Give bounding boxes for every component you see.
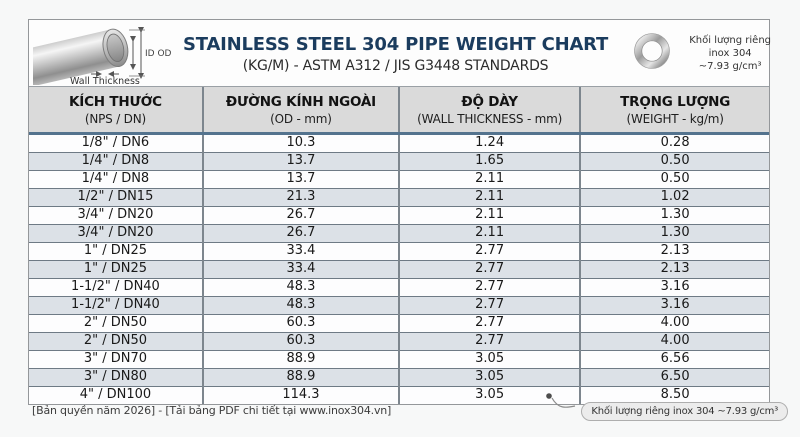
pipe-weight-table: KÍCH THƯỚC (NPS / DN) ĐƯỜNG KÍNH NGOÀI (…: [29, 87, 769, 404]
table-row: 1/2" / DN15 21.3 2.11 1.02: [29, 188, 769, 207]
thickness-cell: 2.11: [397, 188, 581, 207]
thickness-cell: 2.77: [397, 260, 581, 279]
weight-cell: 1.30: [579, 224, 769, 243]
table-row: 1/8" / DN6 10.3 1.24 0.28: [29, 133, 769, 153]
size-cell: 3" / DN70: [29, 350, 203, 369]
size-cell: 3/4" / DN20: [29, 224, 203, 243]
thickness-cell: 2.11: [397, 170, 581, 189]
id-od-label: ID OD: [145, 49, 172, 59]
thickness-cell: 2.77: [397, 314, 581, 333]
thickness-cell: 3.05: [397, 368, 581, 387]
table-row: 2" / DN50 60.3 2.77 4.00: [29, 332, 769, 351]
size-cell: 1/4" / DN8: [29, 170, 203, 189]
page-subtitle: (KG/M) - ASTM A312 / JIS G3448 STANDARDS: [242, 58, 549, 74]
table-row: 1-1/2" / DN40 48.3 2.77 3.16: [29, 296, 769, 315]
weight-cell: 0.28: [579, 133, 769, 153]
size-cell: 1/4" / DN8: [29, 152, 203, 171]
thickness-cell: 3.05: [397, 386, 581, 404]
thickness-cell: 2.11: [397, 224, 581, 243]
weight-cell: 2.13: [579, 242, 769, 261]
weight-cell: 2.13: [579, 260, 769, 279]
od-cell: 48.3: [201, 278, 399, 297]
size-cell: 1/2" / DN15: [29, 188, 203, 207]
size-cell: 2" / DN50: [29, 314, 203, 333]
weight-cell: 0.50: [579, 170, 769, 189]
thickness-cell: 2.77: [397, 296, 581, 315]
weight-cell: 0.50: [579, 152, 769, 171]
od-cell: 33.4: [201, 260, 399, 279]
copyright-text: [Bản quyền năm 2026] - [Tải bảng PDF chi…: [32, 404, 392, 417]
wall-thickness-label: Wall Thickness: [70, 76, 140, 85]
density-tooltip: Khối lượng riêng inox 304 ~7.93 g/cm³: [581, 402, 788, 421]
density-text: Khối lượng riêng inox 304 ~7.93 g/cm³: [689, 34, 772, 72]
weight-cell: 4.00: [579, 314, 769, 333]
column-header-od: ĐƯỜNG KÍNH NGOÀI (OD - mm): [201, 87, 399, 135]
density-note: Khối lượng riêng inox 304 ~7.93 g/cm³: [608, 32, 786, 74]
size-cell: 4" / DN100: [29, 386, 203, 404]
od-cell: 10.3: [201, 133, 399, 153]
size-cell: 1-1/2" / DN40: [29, 278, 203, 297]
od-cell: 33.4: [201, 242, 399, 261]
table-row: 1/4" / DN8 13.7 1.65 0.50: [29, 152, 769, 171]
table-header: KÍCH THƯỚC (NPS / DN) ĐƯỜNG KÍNH NGOÀI (…: [29, 87, 769, 135]
od-cell: 26.7: [201, 224, 399, 243]
weight-cell: 1.30: [579, 206, 769, 225]
thickness-cell: 2.77: [397, 242, 581, 261]
thickness-cell: 2.77: [397, 332, 581, 351]
chart-card: ID OD Wall Thickness STAINLESS STEEL 304…: [10, 19, 771, 405]
table-row: 1/4" / DN8 13.7 2.11 0.50: [29, 170, 769, 189]
size-cell: 1-1/2" / DN40: [29, 296, 203, 315]
table-row: 3/4" / DN20 26.7 2.11 1.30: [29, 206, 769, 225]
pipe-table-body: 1/8" / DN6 10.3 1.24 0.28 1/4" / DN8 13.…: [29, 133, 769, 404]
od-cell: 114.3: [201, 386, 399, 404]
table-row: 3/4" / DN20 26.7 2.11 1.30: [29, 224, 769, 243]
size-cell: 2" / DN50: [29, 332, 203, 351]
thickness-cell: 3.05: [397, 350, 581, 369]
weight-cell: 6.56: [579, 350, 769, 369]
pipe-diagram-icon: ID OD Wall Thickness: [10, 21, 183, 90]
table-row: 3" / DN80 88.9 3.05 6.50: [29, 368, 769, 387]
table-row: 1" / DN25 33.4 2.77 2.13: [29, 242, 769, 261]
od-cell: 88.9: [201, 368, 399, 387]
weight-cell: 8.50: [579, 386, 769, 404]
table-row: 1" / DN25 33.4 2.77 2.13: [29, 260, 769, 279]
weight-cell: 4.00: [579, 332, 769, 351]
column-header-weight: TRỌNG LƯỢNG (WEIGHT - kg/m): [579, 87, 769, 135]
table-row: 1-1/2" / DN40 48.3 2.77 3.16: [29, 278, 769, 297]
weight-cell: 3.16: [579, 278, 769, 297]
table-row: 4" / DN100 114.3 3.05 8.50: [29, 386, 769, 404]
od-cell: 48.3: [201, 296, 399, 315]
thickness-cell: 2.11: [397, 206, 581, 225]
weight-cell: 6.50: [579, 368, 769, 387]
od-cell: 60.3: [201, 314, 399, 333]
size-cell: 1/8" / DN6: [81, 135, 150, 150]
thickness-cell: 1.65: [397, 152, 581, 171]
weight-cell: 3.16: [579, 296, 769, 315]
od-cell: 88.9: [201, 350, 399, 369]
size-cell: 3" / DN80: [29, 368, 203, 387]
od-cell: 26.7: [201, 206, 399, 225]
od-cell: 21.3: [201, 188, 399, 207]
od-cell: 13.7: [201, 152, 399, 171]
page-title: STAINLESS STEEL 304 PIPE WEIGHT CHART: [183, 34, 609, 55]
callout-dot-icon: [546, 393, 576, 408]
thickness-cell: 2.77: [397, 278, 581, 297]
column-header-thickness: ĐỘ DÀY (WALL THICKNESS - mm): [397, 87, 581, 135]
title-block: STAINLESS STEEL 304 PIPE WEIGHT CHART (K…: [183, 32, 608, 74]
size-cell: 1" / DN25: [29, 260, 203, 279]
thickness-cell: 1.24: [397, 133, 581, 153]
weight-cell: 1.02: [579, 188, 769, 207]
size-cell: 1" / DN25: [29, 242, 203, 261]
masthead: ID OD Wall Thickness STAINLESS STEEL 304…: [10, 20, 771, 90]
steel-ring-icon: [633, 32, 671, 74]
od-cell: 60.3: [201, 332, 399, 351]
column-header-size: KÍCH THƯỚC (NPS / DN): [29, 87, 203, 135]
table-row: 2" / DN50 60.3 2.77 4.00: [29, 314, 769, 333]
od-cell: 13.7: [201, 170, 399, 189]
size-cell: 3/4" / DN20: [29, 206, 203, 225]
table-row: 3" / DN70 88.9 3.05 6.56: [29, 350, 769, 369]
